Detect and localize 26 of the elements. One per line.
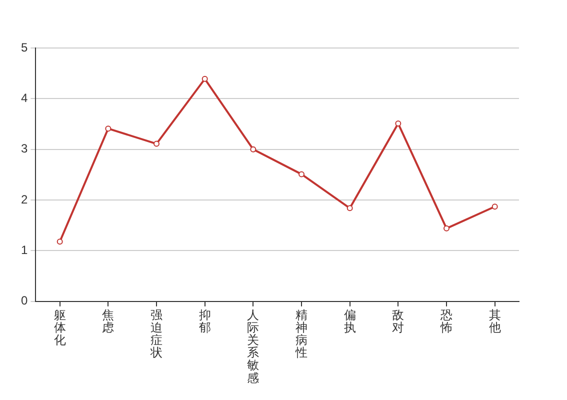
point	[395, 120, 402, 127]
y-tick-label: 4	[20, 90, 28, 105]
x-tick-label: 躯体化	[54, 308, 66, 348]
x-tick-label: 敌对	[392, 308, 404, 334]
y-tick-label: 3	[20, 142, 28, 156]
point	[444, 225, 450, 232]
y-tick-label: 0	[20, 294, 28, 308]
x-tick-label: 精神病性	[294, 308, 308, 360]
x-tick-label: 焦虑	[102, 308, 114, 334]
point	[56, 238, 63, 245]
point	[250, 146, 256, 152]
x-tick-label: 人际关系敏感	[247, 308, 260, 385]
x-tick-label: 恐怖	[440, 308, 452, 334]
point	[154, 140, 160, 147]
y-tick-label: 1	[20, 243, 28, 258]
x-tick-label: 强迫症状	[150, 308, 163, 360]
x-tick-label: 偏执	[344, 308, 356, 334]
x-tick-label: 抑郁	[198, 308, 211, 334]
point	[298, 171, 305, 178]
point	[105, 126, 112, 132]
y-tick-label: 5	[20, 40, 28, 54]
point	[492, 204, 498, 210]
point	[202, 76, 208, 82]
x-tick-label: 其他	[488, 308, 501, 334]
y-tick-label: 2	[20, 192, 28, 206]
point	[346, 205, 353, 212]
